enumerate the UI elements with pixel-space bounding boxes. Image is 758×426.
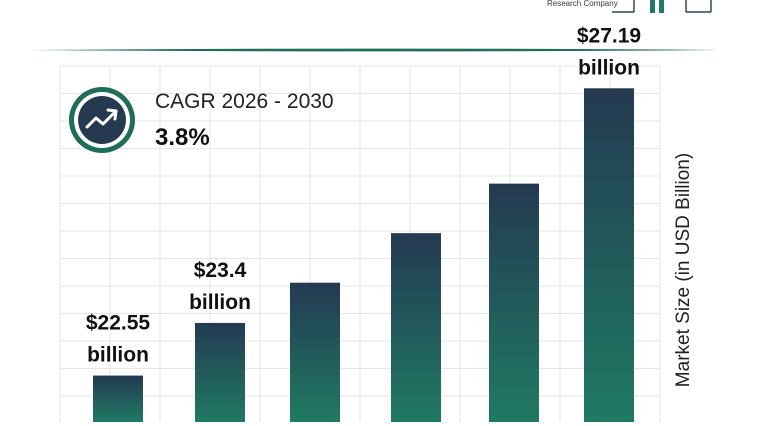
bar-2028 [391,233,441,422]
cagr-title: CAGR 2026 - 2030 [155,90,334,113]
brand-tagline: Research Company [547,0,618,8]
bar-2029 [489,183,539,422]
data-label-2026: billion [189,291,251,314]
bar-2026 [195,322,245,422]
chart-bars [93,88,634,422]
trend-up-icon [85,108,118,129]
company-logo [612,0,712,13]
y-axis-label: Market Size (in USD Billion) [673,152,694,388]
data-label-2025: billion [87,344,149,367]
data-label-2030: billion [578,56,640,79]
chart-grid [59,65,661,422]
data-label-2025: $22.55 [86,312,151,335]
data-label-2026: $23.4 [194,259,247,282]
cagr-badge [69,87,135,153]
bar-2030 [584,88,634,422]
bar-2027 [290,282,340,422]
cagr-value: 3.8% [155,124,210,151]
data-label-2030: $27.19 [577,24,641,47]
bar-2025 [93,375,143,422]
header-divider [30,48,720,52]
chart-data-labels: $22.55 billion $23.4 billion $27.19 billion [86,24,641,366]
